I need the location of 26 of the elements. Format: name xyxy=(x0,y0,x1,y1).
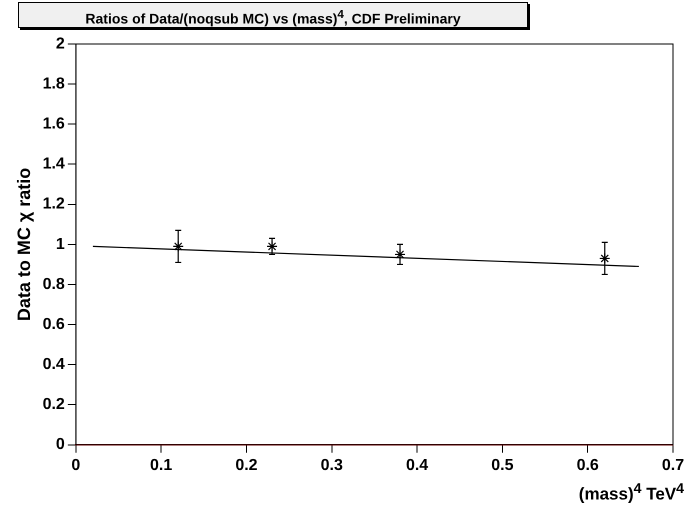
y-tick-label: 1.8 xyxy=(42,75,65,92)
x-tick-label: 0.6 xyxy=(576,456,599,474)
x-axis-title: (mass)$^{4}$ TeV$^{4}$ xyxy=(578,481,684,505)
y-tick-label: 1.2 xyxy=(42,196,65,213)
x-tick-label: 0.5 xyxy=(491,456,514,474)
chart-title: Ratios of Data/(noqsub MC) vs (mass)$^{4}$, CDF Preliminary xyxy=(18,2,528,28)
x-tick-label: 0.1 xyxy=(150,456,172,474)
y-tick-label: 0.6 xyxy=(42,316,65,333)
point xyxy=(394,248,406,260)
y-axis-title: Data to MC χ ratio xyxy=(14,168,34,322)
x-tick-label: 0 xyxy=(71,456,80,474)
y-tick-label: 2 xyxy=(56,35,65,52)
x-tick-label: 0.7 xyxy=(662,456,684,474)
x-tick-label: 0.4 xyxy=(406,456,428,474)
y-tick-label: 0.2 xyxy=(42,396,65,414)
point xyxy=(599,252,610,264)
point xyxy=(266,240,278,252)
y-tick-label: 0 xyxy=(56,436,65,454)
y-tick-label: 0.4 xyxy=(42,356,65,374)
y-tick-label: 0.8 xyxy=(42,276,65,293)
x-tick-label: 0.2 xyxy=(235,456,258,474)
y-tick-label: 1.6 xyxy=(42,116,65,133)
y-tick-label: 1.4 xyxy=(42,156,65,173)
y-tick-label: 1 xyxy=(56,236,65,253)
x-tick-label: 0.3 xyxy=(320,456,343,474)
point xyxy=(172,240,184,252)
